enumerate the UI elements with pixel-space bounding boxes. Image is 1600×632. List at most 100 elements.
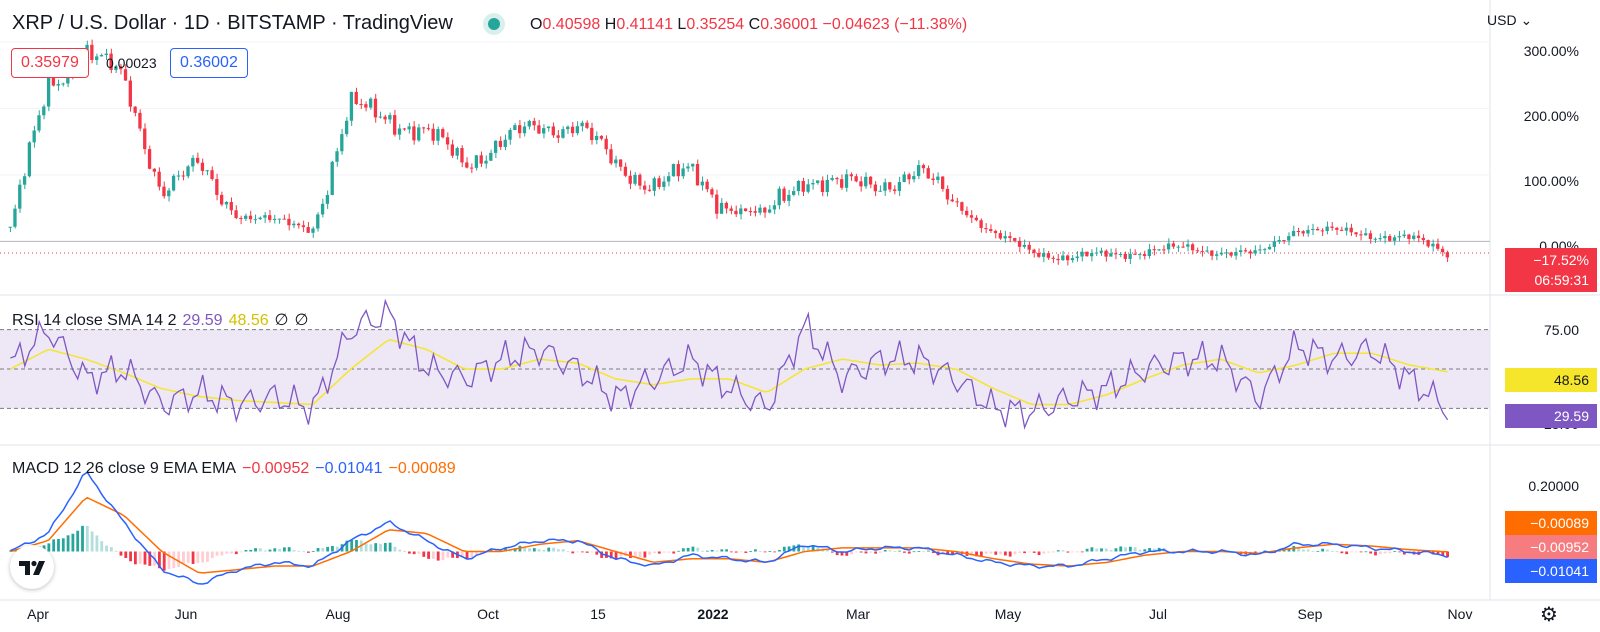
macd-histogram-bar (1210, 551, 1214, 554)
price-candle (162, 186, 166, 197)
price-candle (1330, 226, 1334, 228)
price-candle (864, 176, 868, 187)
price-candle (503, 139, 507, 147)
price-candle (1109, 253, 1113, 257)
price-candle (1186, 244, 1190, 247)
macd-legend[interactable]: MACD 12 26 close 9 EMA EMA −0.00952 −0.010… (12, 460, 456, 478)
macd-histogram-bar (681, 548, 685, 552)
macd-histogram-bar (1369, 551, 1373, 554)
price-candle (1320, 230, 1325, 232)
macd-histogram-bar (802, 546, 805, 552)
macd-histogram-bar (201, 551, 205, 563)
currency-selector[interactable]: USD ⌄ (1487, 12, 1532, 29)
macd-histogram-bar (109, 547, 113, 552)
spread-value: 0.00023 (106, 55, 157, 71)
price-candle (200, 162, 205, 171)
macd-histogram-bar (931, 551, 935, 553)
macd-histogram-bar (1359, 551, 1363, 553)
macd-histogram-bar (1321, 548, 1325, 552)
price-candle (960, 202, 964, 211)
macd-histogram-bar (979, 551, 983, 557)
price-candle (1157, 249, 1161, 251)
macd-histogram-bar (244, 549, 248, 552)
macd-histogram-bar (1114, 548, 1118, 552)
price-candle (1142, 254, 1147, 257)
price-candle (667, 176, 671, 182)
price-candle (1022, 244, 1027, 247)
price-candle (979, 220, 983, 229)
macd-histogram-bar (345, 540, 349, 552)
price-candle (546, 126, 551, 129)
price-candle (1397, 236, 1401, 238)
price-candle (1383, 236, 1387, 239)
macd-histogram-bar (47, 543, 51, 552)
price-candle (119, 66, 123, 70)
price-candle (1368, 233, 1373, 239)
gear-icon[interactable]: ⚙ (1540, 604, 1558, 626)
price-axis-label: 200.00% (1523, 108, 1579, 124)
sell-price-button[interactable]: 0.35979 (11, 48, 89, 78)
macd-histogram-bar (1095, 548, 1099, 552)
rsi-na-1: ∅ (274, 312, 289, 329)
macd-histogram-bar (1287, 548, 1291, 552)
macd-histogram-bar (830, 551, 834, 553)
macd-histogram-bar (335, 546, 339, 552)
chart-title: XRP / U.S. Dollar · 1D · BITSTAMP · Trad… (12, 12, 453, 34)
macd-histogram-bar (994, 551, 998, 555)
macd-histogram-bar (403, 550, 406, 552)
time-axis-label: Jul (1149, 606, 1167, 622)
market-status-icon[interactable] (488, 18, 500, 30)
tradingview-logo-icon[interactable] (10, 545, 54, 589)
price-candle (1339, 229, 1344, 231)
price-candle (13, 208, 17, 227)
macd-histogram-bar (1023, 551, 1027, 554)
price-candle (1349, 227, 1353, 233)
price-candle (1147, 249, 1151, 257)
macd-histogram-bar (446, 551, 450, 558)
price-candle (431, 128, 435, 141)
price-candle (604, 138, 608, 150)
macd-histogram-bar (480, 551, 483, 554)
macd-line-tag: −0.01041 (1505, 559, 1597, 583)
price-candle (32, 130, 36, 143)
ohlc-low-value: 0.35254 (686, 16, 745, 33)
price-candle (820, 180, 825, 193)
macd-histogram-bar (1326, 549, 1329, 552)
macd-histogram-bar (1441, 551, 1445, 556)
buy-price-button[interactable]: 0.36002 (170, 48, 248, 78)
price-candle (311, 228, 315, 233)
macd-histogram-bar (66, 535, 70, 552)
price-candle (42, 106, 46, 116)
macd-histogram-bar (907, 551, 911, 554)
price-candle (537, 125, 541, 134)
macd-histogram-bar (629, 551, 632, 558)
macd-histogram-bar (460, 551, 464, 558)
price-candle (772, 205, 777, 210)
macd-histogram-bar (364, 543, 368, 552)
macd-histogram-bar (1378, 551, 1382, 554)
ohlc-change: −0.04623 (−11.38%) (822, 16, 968, 33)
rsi-legend[interactable]: RSI 14 close SMA 14 2 29.59 48.56 ∅ ∅ (12, 310, 309, 330)
macd-histogram-bar (1042, 551, 1046, 554)
macd-histogram-bar (754, 549, 757, 552)
price-candle (950, 199, 954, 202)
price-candle (1445, 252, 1449, 258)
macd-histogram-bar (220, 551, 224, 556)
price-candle (445, 137, 450, 145)
price-candle (1166, 243, 1171, 250)
price-candle (791, 191, 796, 195)
price-candle (907, 174, 911, 180)
macd-histogram-bar (1436, 551, 1440, 555)
macd-histogram-bar (556, 549, 560, 552)
price-candle (359, 104, 363, 106)
macd-histogram-bar (167, 551, 171, 570)
price-candle (1378, 238, 1382, 240)
price-candle (412, 126, 416, 141)
rsi-value-tag: 29.59 (1505, 404, 1597, 428)
ohlc-open-label: O (530, 16, 543, 33)
macd-histogram-bar (696, 547, 700, 552)
price-candle (556, 135, 560, 138)
price-candle (1046, 253, 1051, 258)
macd-histogram-bar (230, 551, 233, 554)
